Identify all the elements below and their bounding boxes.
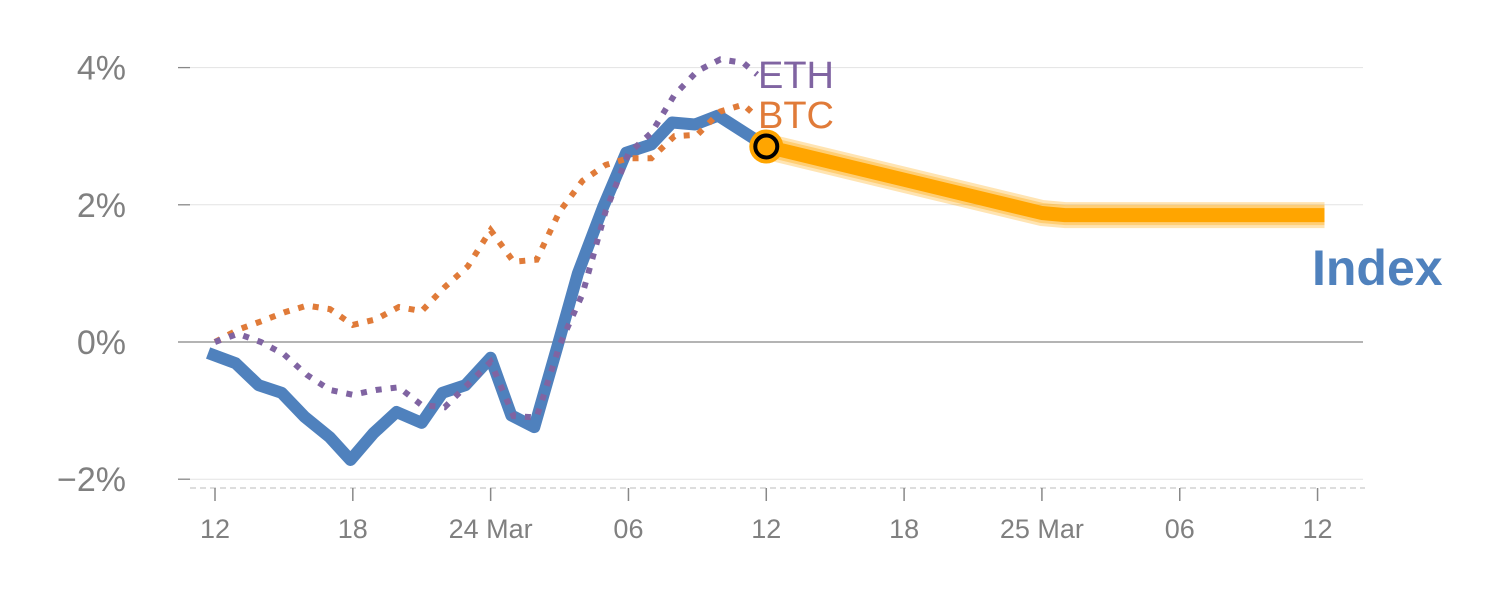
eth-line bbox=[213, 56, 760, 421]
y-tick-label: −2% bbox=[57, 461, 126, 499]
x-tick-label: 12 bbox=[1303, 514, 1333, 544]
y-tick-label: 2% bbox=[77, 187, 126, 225]
y-tick-label: 4% bbox=[77, 50, 126, 88]
x-tick-label: 18 bbox=[889, 514, 919, 544]
x-tick-label: 12 bbox=[751, 514, 781, 544]
x-tick-label: 18 bbox=[338, 514, 368, 544]
x-tick-label: 06 bbox=[1165, 514, 1195, 544]
forecast-line bbox=[764, 139, 1325, 223]
x-tick-label: 06 bbox=[613, 514, 643, 544]
x-tick-label: 25 Mar bbox=[1000, 514, 1084, 544]
x-tick-label: 12 bbox=[200, 514, 230, 544]
x-tick-label: 24 Mar bbox=[449, 514, 533, 544]
eth-label: ETH bbox=[758, 55, 834, 97]
btc-line bbox=[213, 101, 760, 345]
y-tick-label: 0% bbox=[77, 324, 126, 362]
btc-label: BTC bbox=[758, 95, 834, 137]
current-marker bbox=[753, 133, 780, 160]
index-line bbox=[206, 109, 770, 466]
index-label: Index bbox=[1312, 240, 1443, 296]
